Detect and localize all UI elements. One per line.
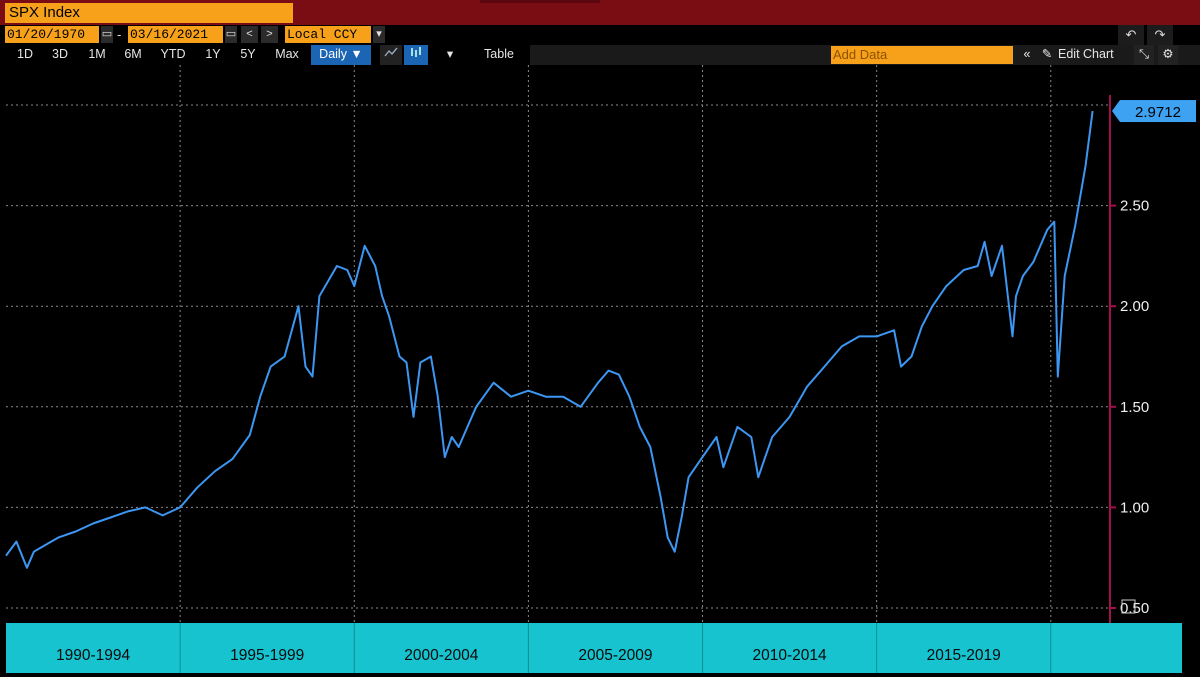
calendar-icon[interactable]: ▭ <box>101 26 113 43</box>
header-separator <box>480 0 600 3</box>
last-value-badge <box>1120 100 1196 123</box>
period-label: 1990-1994 <box>56 647 131 664</box>
range-1m-button[interactable]: 1M <box>88 47 106 61</box>
date-dash: - <box>117 27 122 42</box>
chevron-down-icon[interactable]: ▾ <box>373 26 385 43</box>
security-title[interactable]: SPX Index <box>5 3 293 23</box>
add-data-input[interactable]: Add Data <box>831 46 1013 64</box>
period-label: 2000-2004 <box>404 647 479 664</box>
y-tick-label: 2.00 <box>1120 298 1149 315</box>
collapse-icon[interactable]: « <box>1023 47 1031 61</box>
header-bar: SPX Index <box>0 0 1200 25</box>
start-date-field[interactable]: 01/20/1970 <box>5 26 99 43</box>
range-ytd-button[interactable]: YTD <box>160 47 186 61</box>
range-5y-button[interactable]: 5Y <box>240 47 256 61</box>
next-period-button[interactable]: > <box>261 26 278 43</box>
period-band <box>6 623 1182 673</box>
edit-chart-button[interactable]: Edit Chart <box>1058 47 1114 61</box>
date-range-row: 01/20/1970 ▭ - 03/16/2021 ▭ < > Local CC… <box>0 25 1200 45</box>
last-value-pointer <box>1112 100 1120 123</box>
period-label: 2005-2009 <box>578 647 652 664</box>
resize-icon[interactable]: ⤡ <box>1134 45 1154 65</box>
chart-options-dropdown[interactable]: ▾ <box>446 47 454 61</box>
currency-select[interactable]: Local CCY <box>285 26 371 43</box>
price-series-line <box>5 110 1094 569</box>
table-button[interactable]: Table <box>484 47 514 61</box>
range-1y-button[interactable]: 1Y <box>205 47 221 61</box>
y-tick-label: 1.00 <box>1120 499 1149 516</box>
period-label: 2010-2014 <box>753 647 828 664</box>
period-label: 2015-2019 <box>927 647 1001 664</box>
last-value-label: 2.9712 <box>1135 104 1181 121</box>
end-date-field[interactable]: 03/16/2021 <box>128 26 223 43</box>
pencil-icon[interactable]: ✎ <box>1041 47 1053 61</box>
bar-chart-icon[interactable] <box>404 45 428 65</box>
redo-icon[interactable]: ↷ <box>1147 25 1173 45</box>
range-6m-button[interactable]: 6M <box>124 47 142 61</box>
y-tick-label: 1.50 <box>1120 399 1149 416</box>
line-chart-icon[interactable] <box>380 45 402 65</box>
undo-icon[interactable]: ↶ <box>1118 25 1144 45</box>
prev-period-button[interactable]: < <box>241 26 258 43</box>
period-label: 1995-1999 <box>230 647 304 664</box>
y-tick-label: 2.50 <box>1120 198 1149 215</box>
calendar-icon[interactable]: ▭ <box>225 26 237 43</box>
frequency-select[interactable]: Daily ▼ <box>311 45 371 65</box>
range-1d-button[interactable]: 1D <box>17 47 33 61</box>
gear-icon[interactable]: ⚙ <box>1158 45 1178 65</box>
range-3d-button[interactable]: 3D <box>52 47 68 61</box>
range-max-button[interactable]: Max <box>275 47 299 61</box>
zoom-reset-icon <box>1121 599 1136 614</box>
